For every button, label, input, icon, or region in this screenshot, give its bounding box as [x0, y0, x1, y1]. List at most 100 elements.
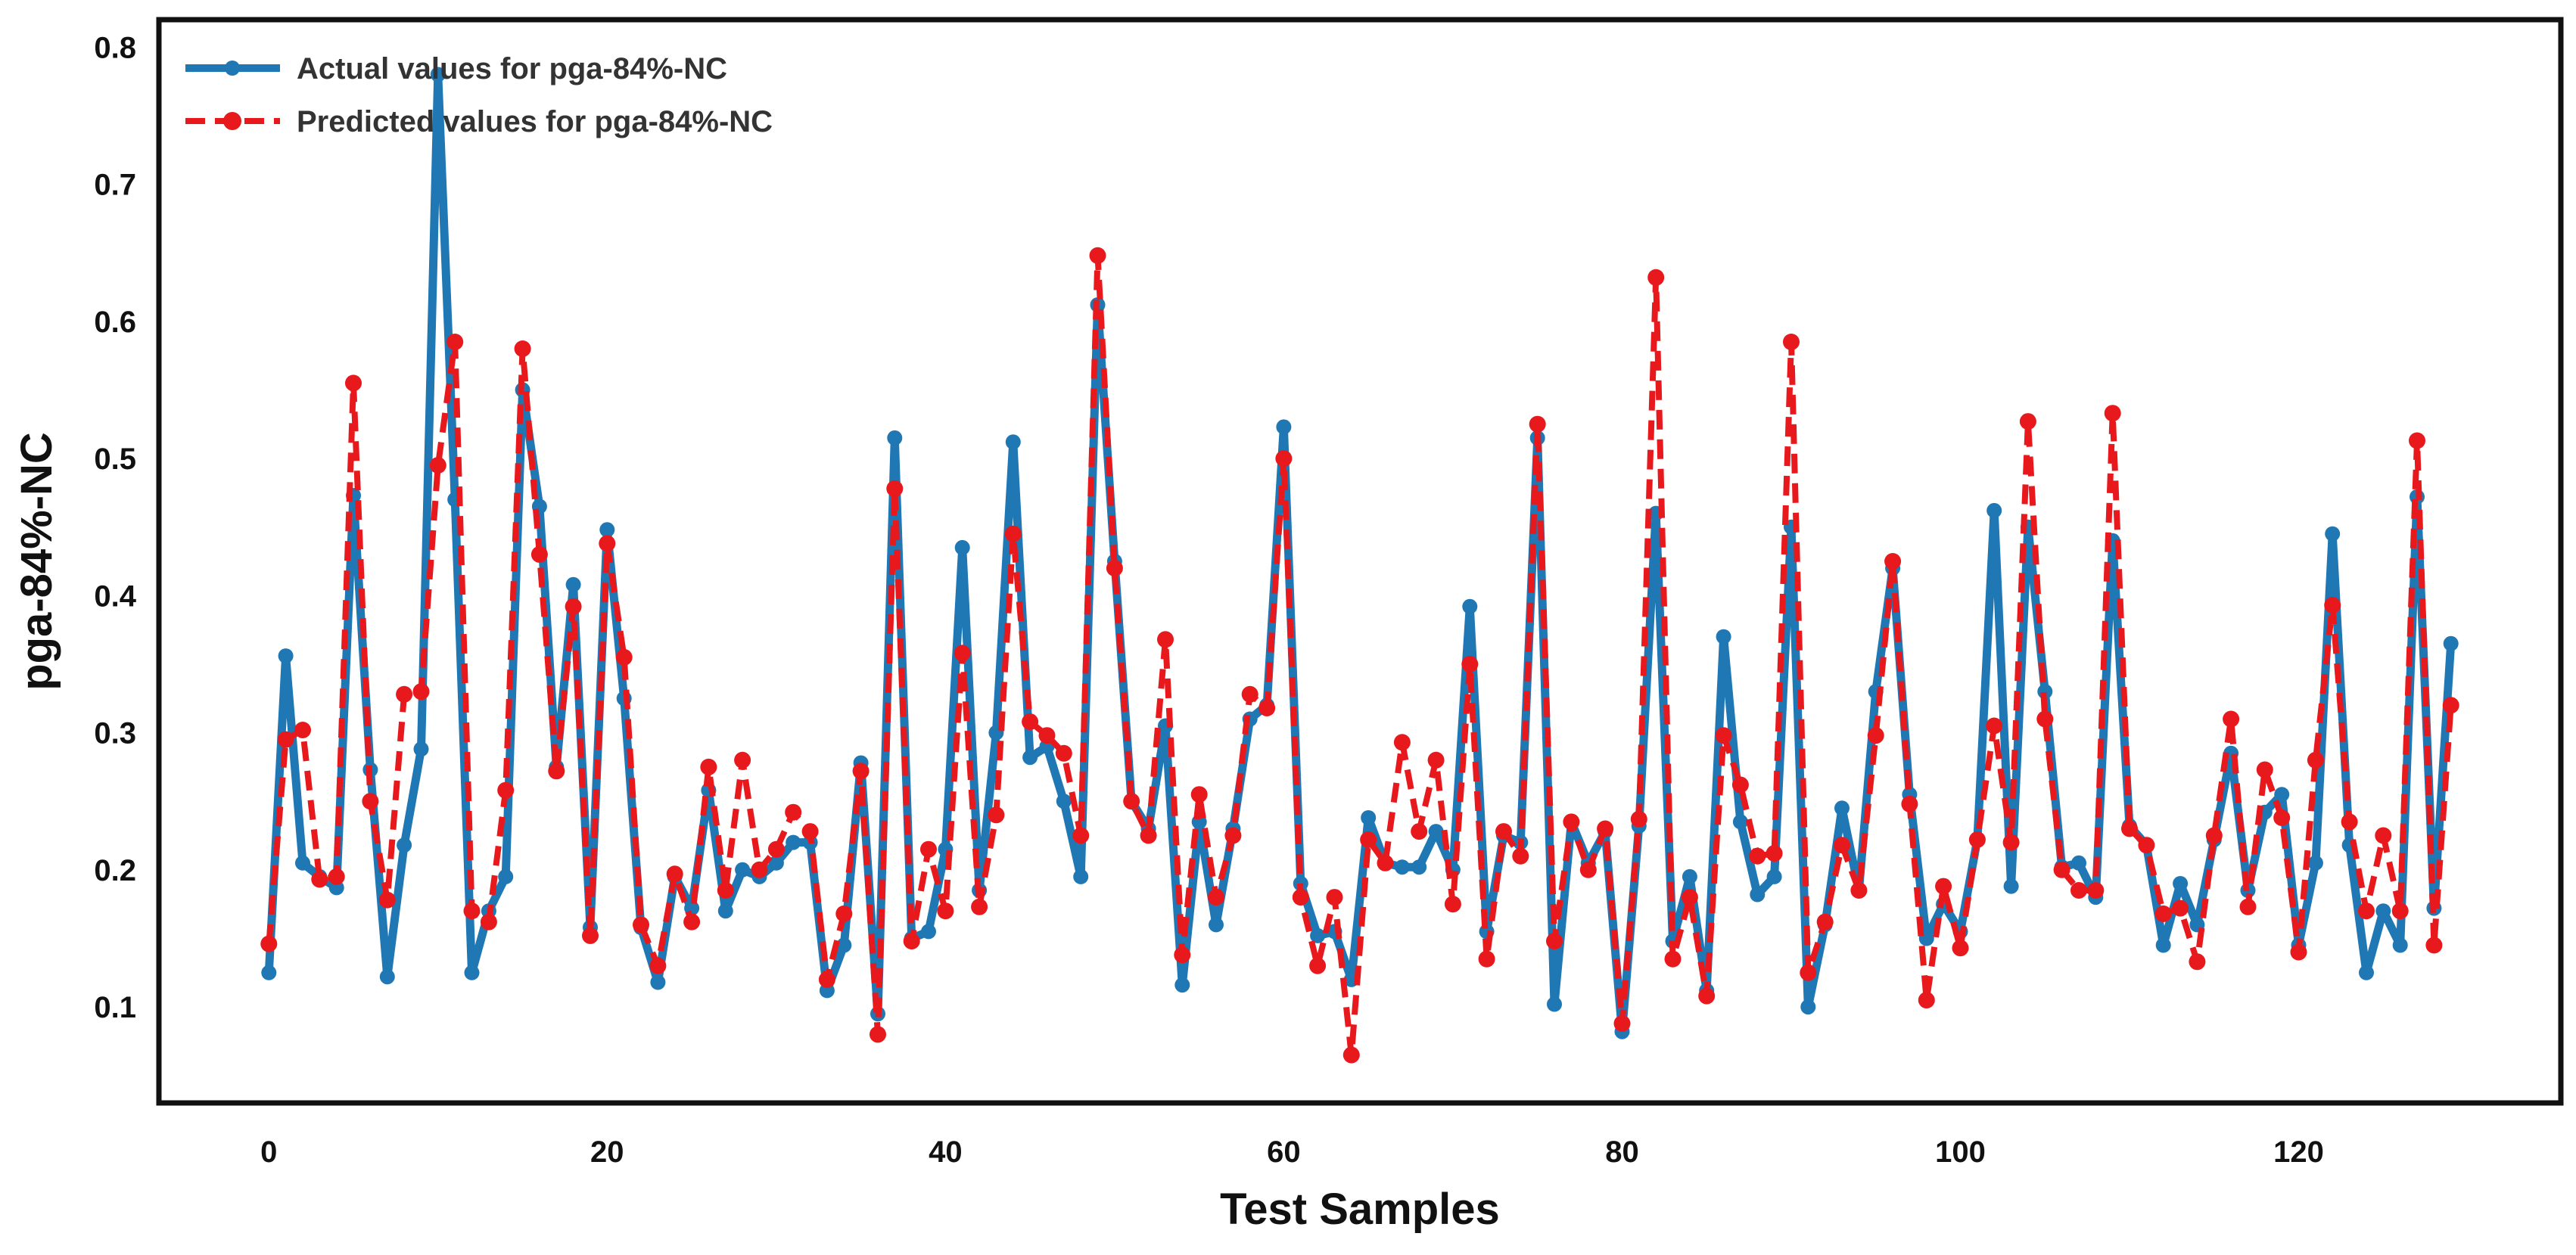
data-point-predicted — [599, 535, 616, 552]
data-point-predicted — [2341, 813, 2358, 831]
plot-frame — [156, 17, 2564, 1106]
data-point-predicted — [1342, 1046, 1360, 1064]
data-point-predicted — [2121, 820, 2138, 837]
data-point-predicted — [1563, 813, 1580, 831]
data-point-predicted — [1106, 560, 1123, 577]
data-point-predicted — [2002, 834, 2020, 851]
data-point-predicted — [1444, 896, 1461, 913]
data-point-predicted — [1461, 655, 1479, 673]
data-point-actual — [2155, 937, 2171, 953]
data-point-predicted — [835, 905, 853, 922]
data-point-predicted — [1174, 946, 1191, 964]
data-point-predicted — [649, 957, 667, 974]
data-point-actual — [2307, 855, 2323, 871]
data-point-actual — [2003, 878, 2019, 894]
data-point-actual — [1056, 794, 1072, 809]
data-point-predicted — [1986, 717, 2003, 735]
data-point-predicted — [2053, 861, 2070, 878]
data-point-predicted — [1952, 940, 1969, 957]
data-point-predicted — [971, 898, 988, 915]
data-point-predicted — [1715, 727, 1732, 744]
data-point-actual — [2274, 787, 2290, 803]
x-tick-label: 0 — [260, 1135, 277, 1169]
data-point-predicted — [2189, 953, 2206, 971]
data-point-actual — [1732, 814, 1748, 830]
data-point-predicted — [311, 871, 328, 888]
data-point-predicted — [582, 927, 599, 944]
data-point-actual — [954, 539, 970, 555]
data-point-predicted — [1495, 823, 1512, 840]
data-point-predicted — [615, 648, 633, 666]
data-point-predicted — [1512, 847, 1529, 865]
data-point-predicted — [1867, 727, 1884, 744]
data-point-actual — [768, 855, 784, 871]
data-point-predicted — [818, 971, 835, 988]
data-point-predicted — [1749, 847, 1766, 865]
data-point-predicted — [2205, 827, 2223, 844]
data-point-actual — [2375, 903, 2391, 919]
data-point-predicted — [497, 781, 515, 799]
data-point-predicted — [903, 933, 920, 950]
data-point-predicted — [1004, 525, 1022, 542]
data-point-predicted — [1393, 734, 1411, 751]
data-point-predicted — [1190, 786, 1208, 803]
data-point-predicted — [2391, 902, 2409, 920]
data-point-actual — [1986, 502, 2002, 518]
data-point-predicted — [396, 685, 413, 703]
data-point-predicted — [734, 751, 751, 769]
data-point-predicted — [1055, 744, 1072, 762]
data-point-actual — [836, 937, 852, 953]
data-point-predicted — [988, 806, 1005, 824]
data-point-predicted — [1918, 992, 1935, 1009]
data-point-actual — [2443, 635, 2459, 651]
data-point-actual — [1682, 868, 1697, 884]
data-point-actual — [1428, 824, 1444, 840]
data-point-predicted — [717, 882, 734, 899]
data-point-actual — [717, 903, 733, 919]
data-point-predicted — [1834, 837, 1850, 854]
data-point-predicted — [378, 891, 396, 909]
data-point-actual — [2173, 876, 2189, 891]
data-point-predicted — [2442, 697, 2459, 714]
data-point-actual — [2325, 526, 2341, 542]
data-point-predicted — [1800, 964, 1817, 981]
data-point-actual — [1022, 750, 1038, 766]
y-tick-label: 0.6 — [94, 306, 136, 339]
data-point-predicted — [1309, 957, 1327, 974]
data-point-predicted — [1411, 823, 1428, 840]
data-point-actual — [1411, 859, 1427, 875]
data-point-actual — [1750, 887, 1766, 902]
data-point-predicted — [886, 480, 904, 497]
data-point-predicted — [852, 763, 870, 780]
data-point-actual — [1462, 598, 1478, 614]
data-point-actual — [921, 924, 936, 940]
data-point-predicted — [870, 1026, 886, 1043]
data-point-predicted — [1901, 795, 1918, 812]
data-point-predicted — [412, 683, 430, 701]
data-point-predicted — [2307, 751, 2324, 769]
data-point-predicted — [2172, 899, 2189, 917]
data-point-predicted — [1613, 1014, 1631, 1032]
data-point-predicted — [801, 823, 819, 840]
data-point-predicted — [767, 840, 785, 858]
data-point-predicted — [683, 913, 701, 930]
data-point-predicted — [2273, 809, 2291, 826]
data-point-predicted — [260, 935, 278, 952]
data-point-predicted — [565, 598, 582, 615]
data-point-actual — [1209, 917, 1224, 933]
data-point-actual — [1766, 868, 1782, 884]
data-point-predicted — [1546, 933, 1563, 950]
data-point-predicted — [362, 793, 379, 810]
data-point-actual — [1547, 996, 1562, 1012]
data-point-predicted — [480, 913, 497, 930]
data-point-predicted — [530, 545, 548, 563]
data-point-predicted — [2154, 905, 2172, 922]
data-point-actual — [261, 965, 277, 980]
data-point-predicted — [1292, 889, 1309, 906]
data-point-predicted — [1630, 810, 1647, 828]
data-point-predicted — [2358, 902, 2375, 920]
data-point-predicted — [2256, 761, 2273, 778]
data-point-actual — [735, 862, 751, 878]
data-point-predicted — [294, 722, 311, 738]
